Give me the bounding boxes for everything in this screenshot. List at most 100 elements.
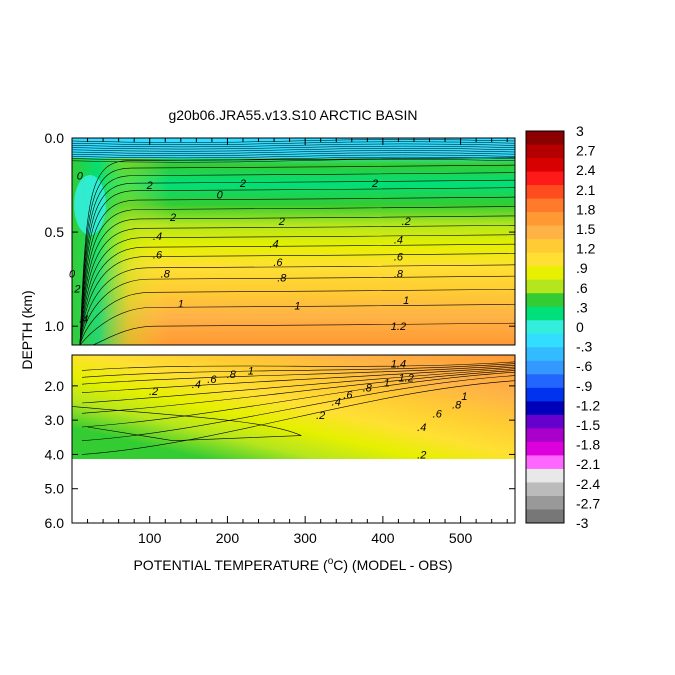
contour-label: 0 xyxy=(217,189,224,201)
colorbar-swatch xyxy=(526,387,564,402)
colorbar-label: -.6 xyxy=(576,358,593,374)
contour-label: .8 xyxy=(227,369,237,381)
colorbar-swatch xyxy=(526,347,564,362)
contour-label: .4 xyxy=(394,235,403,247)
contour-line xyxy=(81,370,515,414)
contour-line xyxy=(72,145,515,150)
contour-line xyxy=(79,289,515,345)
contour-line xyxy=(79,164,515,345)
colorbar-swatch xyxy=(526,293,564,308)
contour-line xyxy=(72,159,515,163)
y-tick-label: 1.0 xyxy=(45,318,65,334)
contour-line xyxy=(81,368,515,404)
contour-label: .6 xyxy=(343,389,353,401)
colorbar-swatch xyxy=(526,279,564,294)
y-tick-label: 2.0 xyxy=(45,378,65,394)
contour-line xyxy=(79,179,515,345)
contour-label: .8 xyxy=(277,272,287,284)
contour-line xyxy=(79,187,515,345)
contour-line xyxy=(79,157,515,345)
colorbar-swatch xyxy=(526,306,564,321)
contour-line xyxy=(72,143,515,148)
colorbar-swatch xyxy=(526,185,564,200)
colorbar-label: 1.5 xyxy=(576,221,596,237)
colorbar-swatch xyxy=(526,131,564,146)
upper-contours xyxy=(72,139,515,345)
contour-label: .6 xyxy=(273,257,283,269)
contour-line xyxy=(79,275,515,345)
contour-label: .8 xyxy=(452,400,462,412)
contour-label: 2 xyxy=(278,216,285,228)
y-axis-upper: 0.0 0.5 1.0 xyxy=(45,130,515,334)
contour-label: .6 xyxy=(433,408,443,420)
contour-line xyxy=(72,150,515,154)
colorbar-label: -1.5 xyxy=(576,417,600,433)
surface-cyan-band xyxy=(72,138,515,158)
x-axis-title: POTENTIAL TEMPERATURE (oC) (MODEL - OBS) xyxy=(133,556,452,573)
contour-label: .8 xyxy=(394,268,404,280)
contour-line xyxy=(81,371,515,428)
colorbar-swatch xyxy=(526,482,564,497)
y-axis-title: DEPTH (km) xyxy=(19,290,35,369)
colorbar-swatch xyxy=(526,441,564,456)
x-axis-title-prefix: POTENTIAL TEMPERATURE ( xyxy=(133,557,328,573)
contour-label: 1 xyxy=(178,299,184,311)
contour-line xyxy=(72,152,515,156)
lower-contours xyxy=(72,361,515,455)
contour-line xyxy=(79,253,515,345)
colorbar-swatch xyxy=(526,144,564,159)
colorbar-swatch xyxy=(526,320,564,335)
contour-label: 1 xyxy=(248,365,254,377)
contour-label: .4 xyxy=(79,314,88,326)
colorbar-swatch xyxy=(526,239,564,254)
colorbar-swatch xyxy=(526,374,564,389)
contour-label: 1.2 xyxy=(391,321,406,333)
contour-label: .4 xyxy=(153,231,162,243)
colorbar-label: 1.8 xyxy=(576,201,596,217)
colorbar-label: -.9 xyxy=(576,378,593,394)
colorbar-label: -3 xyxy=(576,515,589,531)
colorbar-label: -2.4 xyxy=(576,476,600,492)
x-axis: 100 200 300 400 500 xyxy=(87,138,508,546)
colorbar-label: .3 xyxy=(576,299,588,315)
x-tick-label: 200 xyxy=(216,530,240,546)
y-tick-label: 3.0 xyxy=(45,412,65,428)
colorbar-swatch xyxy=(526,509,564,524)
contour-line xyxy=(81,363,515,378)
colorbar-label: -2.1 xyxy=(576,456,600,472)
contour-label: 1 xyxy=(403,295,409,307)
colorbar-label: 2.7 xyxy=(576,143,596,159)
contour-line xyxy=(72,156,515,161)
colorbar-swatch xyxy=(526,428,564,443)
contour-label: .8 xyxy=(161,268,171,280)
chart-title: g20b06.JRA55.v13.S10 ARCTIC BASIN xyxy=(168,107,417,123)
y-tick-label: 4.0 xyxy=(45,446,65,462)
colorbar-swatch xyxy=(526,495,564,510)
x-tick-label: 300 xyxy=(293,530,317,546)
x-tick-label: 100 xyxy=(138,530,162,546)
contour-line xyxy=(81,375,515,442)
contour-line xyxy=(72,148,515,152)
contour-line xyxy=(79,172,515,345)
contour-line xyxy=(81,361,515,371)
colorbar-label: 3 xyxy=(576,123,584,139)
colorbar-swatch xyxy=(526,212,564,227)
contour-line xyxy=(72,154,515,159)
colorbar-label: -1.8 xyxy=(576,437,600,453)
contour-label: 2 xyxy=(146,180,153,192)
contour-label: 0 xyxy=(77,171,84,183)
colorbar-label: 2.1 xyxy=(576,182,596,198)
colorbar-label: 2.4 xyxy=(576,162,596,178)
colorbar-label: .9 xyxy=(576,260,588,276)
upper-panel xyxy=(72,138,515,345)
contour-label: 1 xyxy=(461,391,467,403)
y-tick-label: 6.0 xyxy=(45,515,65,531)
colorbar-swatch xyxy=(526,468,564,483)
colorbar-label: -2.7 xyxy=(576,495,600,511)
contour-label: .2 xyxy=(149,386,158,398)
colorbar-frame xyxy=(525,130,565,524)
contour-line xyxy=(79,215,515,345)
contour-label: 1.2 xyxy=(399,372,414,384)
